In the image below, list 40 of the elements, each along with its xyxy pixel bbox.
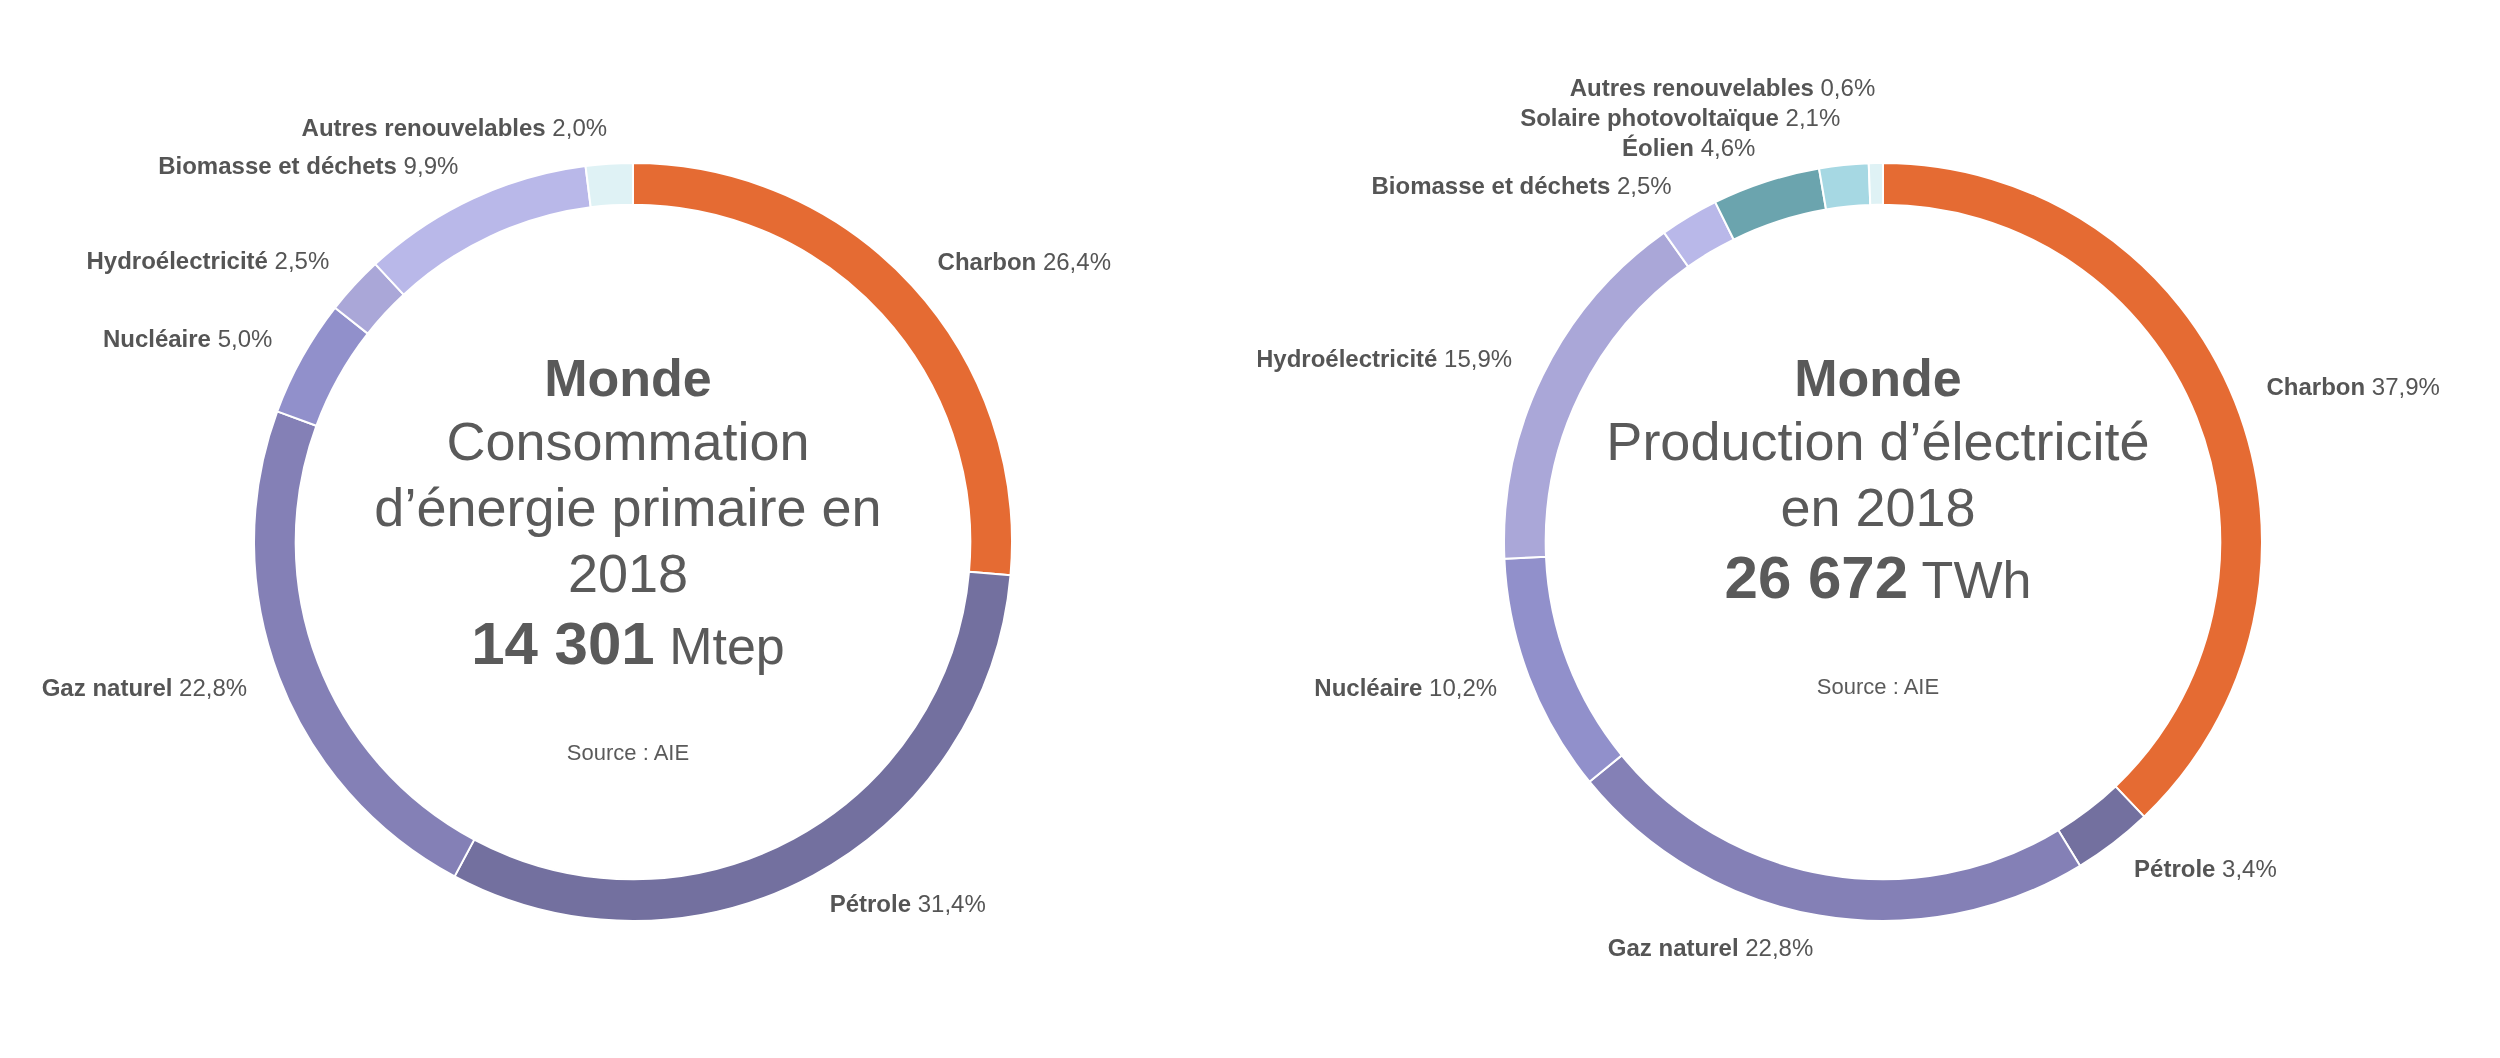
- slice-label: Pétrole: [829, 889, 912, 917]
- text: Monde: [543, 348, 713, 408]
- data-label: 0,6%: [1820, 73, 1876, 101]
- slice-label: Nucléaire: [102, 325, 211, 353]
- slice-label: Biomasse et déchets: [158, 152, 397, 180]
- data-label: 4,6%: [1700, 133, 1756, 161]
- data-label: 5,0%: [217, 325, 273, 353]
- data-label: 26,4%: [1042, 247, 1111, 275]
- slice-label: Autres renouvelables: [1569, 73, 1814, 101]
- text: Consommation d’énergie primaire en 2018: [373, 410, 883, 605]
- data-label: 2,1%: [1785, 103, 1841, 131]
- data-label: 2,5%: [274, 246, 330, 274]
- text: Monde: [1793, 348, 1963, 408]
- slice-label: Autres renouvelables: [301, 114, 546, 142]
- data-label: 15,9%: [1444, 344, 1513, 372]
- slice-label: Charbon: [937, 247, 1037, 275]
- slice-label: Éolien: [1621, 133, 1695, 161]
- data-label: 2,5%: [1616, 171, 1672, 199]
- slice-label: Gaz naturel: [41, 673, 173, 701]
- slice-label: Solaire photovoltaïque: [1520, 103, 1779, 131]
- data-label: 22,8%: [179, 673, 248, 701]
- data-label: 9,9%: [403, 152, 459, 180]
- source-note: Source : AIE: [565, 740, 691, 766]
- data-label: 2,0%: [552, 114, 608, 142]
- source-note: Source : AIE: [1815, 674, 1941, 700]
- data-label: 3,4%: [2222, 854, 2277, 882]
- slice-label: Biomasse et déchets: [1371, 171, 1611, 199]
- slice-label: Charbon: [2266, 373, 2366, 401]
- slice-label: Nucléaire: [1314, 673, 1423, 701]
- slice-label: Pétrole: [2134, 854, 2216, 882]
- text: 26 672 TWh: [1724, 544, 2032, 611]
- slice-label: Gaz naturel: [1607, 933, 1739, 961]
- slice-label: Hydroélectricité: [1255, 344, 1438, 372]
- text: 14 301 Mtep: [471, 610, 785, 677]
- data-label: 31,4%: [917, 889, 986, 917]
- data-label: 22,8%: [1745, 933, 1814, 961]
- data-label: 10,2%: [1429, 673, 1498, 701]
- data-label: 37,9%: [2371, 373, 2440, 401]
- slice-label: Hydroélectricité: [86, 246, 268, 274]
- text: Production d’électricité en 2018: [1605, 410, 2151, 539]
